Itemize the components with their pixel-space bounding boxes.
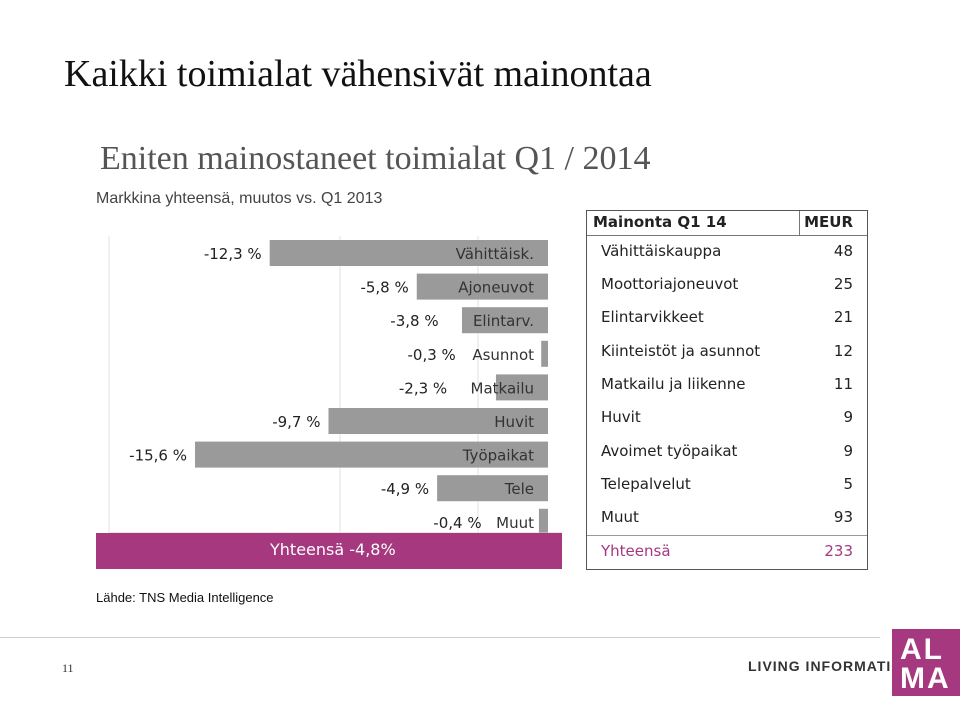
category-label: Elintarv. [473,312,534,330]
bar [195,441,548,468]
category-label: Ajoneuvot [458,279,534,297]
category-label: Vähittäisk. [456,245,534,263]
table-row: Elintarvikkeet 21 [587,301,867,334]
category-label: Asunnot [472,346,534,364]
category-label: Työpaikat [462,447,534,465]
value-label: -12,3 % [204,245,262,263]
table-row-value: 25 [833,275,853,293]
logo-text-line1: AL [900,633,944,666]
table-row-name: Muut [601,508,639,526]
value-label: -3,8 % [390,312,438,330]
value-label: -0,4 % [433,514,481,532]
bar [495,374,548,401]
value-label: -15,6 % [129,447,187,465]
bar [437,475,548,502]
table-row: Vähittäiskauppa 48 [587,235,867,268]
table-row-value: 48 [833,242,853,260]
total-label: Yhteensä -4,8% [270,540,396,559]
logo-text-line2: MA [900,662,951,695]
table-total-name: Yhteensä [601,542,671,560]
alma-logo: AL MA [892,629,960,696]
table-total-value: 233 [824,542,853,560]
table-row-name: Matkailu ja liikenne [601,375,746,393]
table-header-row: Mainonta Q1 14 MEUR [587,211,867,236]
table-row-value: 9 [843,442,853,460]
category-label: Matkailu [471,379,534,397]
table-row-name: Avoimet työpaikat [601,442,738,460]
table-row: Moottoriajoneuvot 25 [587,268,867,301]
table-row-name: Moottoriajoneuvot [601,275,739,293]
value-label: -4,9 % [381,480,429,498]
table-header-title: Mainonta Q1 14 [593,213,727,231]
category-label: Muut [496,514,534,532]
bar [538,508,548,535]
footer-divider [0,637,880,638]
table-row-name: Elintarvikkeet [601,308,704,326]
table-divider [799,211,800,235]
category-label: Tele [504,480,534,498]
value-label: -5,8 % [360,279,408,297]
table-row: Muut 93 [587,501,867,534]
advertising-table: Mainonta Q1 14 MEUR Vähittäiskauppa 48 M… [586,210,868,570]
table-row: Matkailu ja liikenne 11 [587,368,867,401]
bar [416,273,548,300]
page-title: Kaikki toimialat vähensivät mainontaa [64,53,652,95]
page-subtitle: Eniten mainostaneet toimialat Q1 / 2014 [100,140,651,177]
total-bar [96,533,562,569]
value-label: -9,7 % [272,413,320,431]
table-row: Huvit 9 [587,401,867,434]
source-note: Lähde: TNS Media Intelligence [96,590,274,605]
bar [541,340,548,367]
value-label: -0,3 % [408,346,456,364]
table-row-value: 5 [843,475,853,493]
page-number: 11 [62,661,74,675]
market-note: Markkina yhteensä, muutos vs. Q1 2013 [96,190,383,207]
table-row-value: 11 [833,375,853,393]
table-header-unit: MEUR [804,213,853,231]
bar [328,408,548,434]
table-row: Telepalvelut 5 [587,468,867,501]
table-row-name: Huvit [601,408,641,426]
table-row-value: 93 [833,508,853,526]
table-row-name: Vähittäiskauppa [601,242,722,260]
bar [462,307,548,334]
bar [269,240,548,266]
category-label: Huvit [494,413,534,431]
table-row-value: 21 [833,308,853,326]
table-row-value: 9 [843,408,853,426]
table-row-name: Telepalvelut [601,475,691,493]
table-total-divider [587,535,867,536]
table-row: Avoimet työpaikat 9 [587,435,867,468]
tagline: LIVING INFORMATION [748,658,915,674]
value-label: -2,3 % [399,379,447,397]
table-row: Kiinteistöt ja asunnot 12 [587,335,867,368]
table-row-value: 12 [833,342,853,360]
table-row-name: Kiinteistöt ja asunnot [601,342,761,360]
